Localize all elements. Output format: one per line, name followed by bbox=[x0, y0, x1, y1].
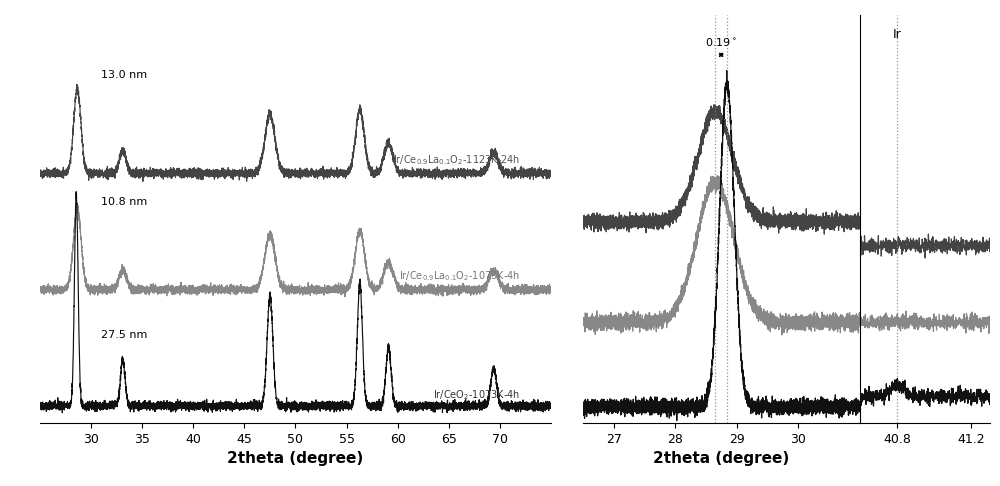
Text: 0.19$^\circ$: 0.19$^\circ$ bbox=[705, 36, 737, 49]
Text: Ir/Ce$_{0.9}$La$_{0.1}$O$_2$-1123K-24h: Ir/Ce$_{0.9}$La$_{0.1}$O$_2$-1123K-24h bbox=[393, 153, 520, 167]
X-axis label: 2theta (degree): 2theta (degree) bbox=[653, 451, 790, 466]
Text: Ir/Ce$_{0.9}$La$_{0.1}$O$_2$-1073K-4h: Ir/Ce$_{0.9}$La$_{0.1}$O$_2$-1073K-4h bbox=[399, 269, 520, 283]
Text: 27.5 nm: 27.5 nm bbox=[101, 330, 148, 340]
Text: Ir: Ir bbox=[893, 28, 901, 41]
Text: 10.8 nm: 10.8 nm bbox=[101, 197, 148, 207]
Text: Ir/CeO$_2$-1073K-4h: Ir/CeO$_2$-1073K-4h bbox=[433, 388, 520, 401]
X-axis label: 2theta (degree): 2theta (degree) bbox=[227, 451, 364, 466]
Text: 13.0 nm: 13.0 nm bbox=[101, 70, 147, 80]
